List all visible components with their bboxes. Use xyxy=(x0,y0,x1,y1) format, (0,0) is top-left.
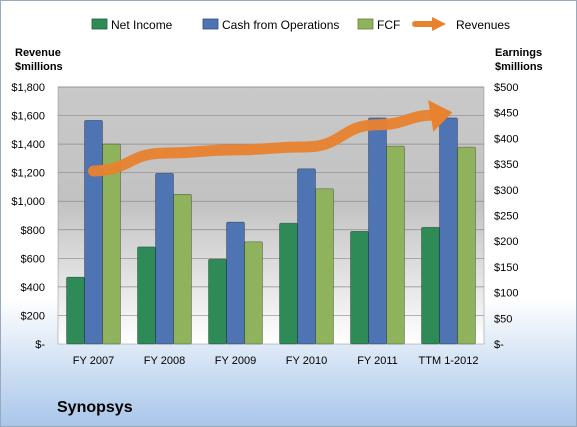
bar-fcf xyxy=(457,146,476,345)
legend-swatch-net-income xyxy=(91,18,108,30)
bar-net-income xyxy=(350,231,369,345)
x-axis-ticks: FY 2007 FY 2008 FY 2009 FY 2010 FY 2011 TTM 1… xyxy=(73,355,479,367)
left-tick-label: $1,000 xyxy=(11,196,45,208)
left-tick-label: $1,600 xyxy=(11,111,45,123)
bar-net-income xyxy=(137,246,156,345)
bar-net-income xyxy=(66,276,85,345)
revenue-line-arrowhead xyxy=(428,100,453,132)
bar-cash-from-operations xyxy=(439,117,458,345)
bar-cash-from-operations xyxy=(155,172,174,345)
bar-cash-from-operations xyxy=(368,117,387,345)
right-tick-label: $100 xyxy=(494,288,518,300)
right-tick-label: $200 xyxy=(494,236,518,248)
legend-label-revenues: Revenues xyxy=(456,18,510,32)
right-tick-label: $350 xyxy=(494,159,518,171)
right-tick-label: $150 xyxy=(494,262,518,274)
bar-net-income xyxy=(279,222,298,345)
bar-net-income xyxy=(421,226,440,345)
legend-label-net-income: Net Income xyxy=(111,18,173,32)
left-tick-label: $200 xyxy=(21,310,45,322)
left-tick-label: $1,800 xyxy=(11,82,45,94)
right-tick-label: $- xyxy=(494,339,504,351)
bar-fcf xyxy=(386,145,405,345)
bar-fcf xyxy=(244,241,263,345)
left-tick-label: $600 xyxy=(21,253,45,265)
right-tick-label: $500 xyxy=(494,82,518,94)
bar-fcf xyxy=(173,194,192,345)
legend: Net Income Cash from Operations FCF Reve… xyxy=(91,17,510,32)
right-tick-label: $400 xyxy=(494,133,518,145)
legend-label-cash-from-operations: Cash from Operations xyxy=(222,18,339,32)
x-tick-label: FY 2009 xyxy=(215,355,256,367)
left-axis-ticks: $- $200 $400 $600 $800 $1,000 $1,200 $1,400 $1,6… xyxy=(11,82,45,351)
plot-area xyxy=(57,86,485,345)
right-axis-ticks: $- $50 $100 $150 $200 $250 $300 $350 $400 $450 $50… xyxy=(494,82,518,351)
revenue-line xyxy=(88,100,453,177)
bar-cash-from-operations xyxy=(297,168,316,345)
left-tick-label: $- xyxy=(35,339,45,351)
legend-swatch-cash-from-operations xyxy=(202,18,219,30)
legend-label-fcf: FCF xyxy=(377,18,400,32)
bar-cash-from-operations xyxy=(226,221,245,345)
left-tick-label: $400 xyxy=(21,282,45,294)
x-tick-label: FY 2007 xyxy=(73,355,114,367)
legend-swatch-fcf xyxy=(357,18,374,30)
gridlines xyxy=(58,86,484,316)
company-name: Synopsys xyxy=(57,399,133,416)
revenue-line-path xyxy=(88,109,443,177)
left-axis-title-line-2: $millions xyxy=(15,61,63,73)
legend-swatch-revenues-arrowhead xyxy=(432,17,446,31)
x-tick-label: TTM 1-2012 xyxy=(419,355,479,367)
right-axis-title-line-1: Earnings xyxy=(495,47,542,59)
left-tick-label: $1,400 xyxy=(11,139,45,151)
left-axis-title-line-1: Revenue xyxy=(15,47,61,59)
bar-fcf xyxy=(102,143,121,345)
bar-cash-from-operations xyxy=(84,120,103,345)
right-tick-label: $300 xyxy=(494,185,518,197)
right-tick-label: $250 xyxy=(494,211,518,223)
x-tick-label: FY 2011 xyxy=(357,355,398,367)
bar-net-income xyxy=(208,258,227,345)
right-axis-title-line-2: $millions xyxy=(495,61,543,73)
x-tick-label: FY 2008 xyxy=(144,355,185,367)
x-tick-label: FY 2010 xyxy=(286,355,327,367)
left-tick-label: $800 xyxy=(21,225,45,237)
right-tick-label: $50 xyxy=(494,313,512,325)
left-tick-label: $1,200 xyxy=(11,168,45,180)
bar-fcf xyxy=(315,188,334,345)
right-tick-label: $450 xyxy=(494,108,518,120)
